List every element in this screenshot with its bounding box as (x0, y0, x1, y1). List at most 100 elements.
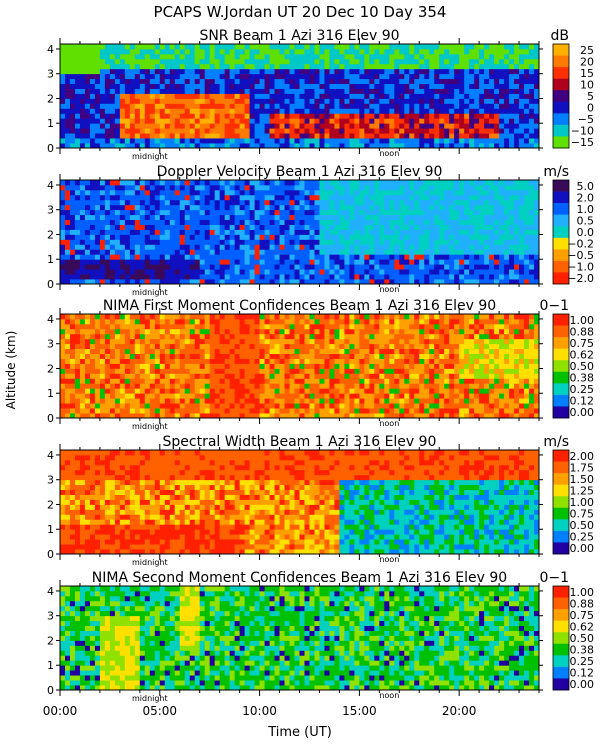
heatmap-cell (294, 138, 300, 144)
heatmap-cell (464, 123, 470, 129)
heatmap-cell (364, 209, 370, 216)
heatmap-cell (339, 83, 345, 89)
heatmap-cell (214, 209, 221, 216)
heatmap-cell (324, 83, 330, 89)
heatmap-cell (134, 259, 141, 265)
heatmap-cell (479, 73, 485, 80)
heatmap-cell (159, 118, 166, 124)
heatmap-cell (369, 73, 375, 80)
heatmap-cell (269, 108, 275, 114)
heatmap-cell (134, 138, 141, 144)
heatmap-cell (409, 264, 415, 270)
heatmap-cell (94, 254, 101, 260)
heatmap-cell (224, 53, 231, 60)
heatmap-cell (124, 264, 131, 270)
heatmap-cell (154, 358, 161, 364)
heatmap-cell (199, 383, 206, 389)
heatmap-cell (179, 269, 186, 275)
heatmap-cell (344, 184, 350, 191)
heatmap-cell (314, 78, 320, 85)
heatmap-cell (324, 194, 330, 201)
heatmap-cell (154, 123, 161, 129)
heatmap-cell (84, 373, 91, 379)
heatmap-cell (99, 318, 106, 325)
heatmap-cell (514, 53, 520, 60)
heatmap-cell (284, 269, 290, 275)
heatmap-cell (324, 44, 330, 50)
heatmap-cell (529, 143, 535, 149)
heatmap-cell (84, 264, 91, 270)
heatmap-cell (404, 48, 410, 55)
heatmap-cell (174, 93, 181, 99)
heatmap-cell (69, 73, 76, 80)
heatmap-cell (224, 398, 231, 404)
heatmap-cell (114, 83, 121, 89)
heatmap-cell (60, 58, 66, 65)
heatmap-cell (79, 63, 86, 70)
heatmap-cell (169, 259, 176, 265)
heatmap-cell (174, 83, 181, 89)
heatmap-cell (259, 138, 265, 144)
heatmap-cell (84, 244, 91, 250)
heatmap-cell (209, 189, 216, 196)
heatmap-cell (139, 88, 146, 94)
heatmap-cell (444, 53, 450, 60)
heatmap-cell (494, 234, 500, 240)
heatmap-cell (124, 338, 131, 345)
heatmap-cell (84, 53, 91, 60)
heatmap-cell (84, 214, 91, 221)
heatmap-cell (104, 143, 111, 149)
heatmap-cell (509, 229, 515, 235)
heatmap-cell (364, 219, 370, 225)
heatmap-cell (354, 269, 360, 275)
heatmap-cell (389, 73, 395, 80)
heatmap-cell (494, 138, 500, 144)
heatmap-cell (119, 239, 126, 245)
heatmap-cell (534, 199, 540, 206)
heatmap-cell (60, 259, 66, 265)
heatmap-cell (84, 184, 91, 191)
heatmap-cell (149, 180, 156, 186)
heatmap-cell (279, 229, 285, 235)
heatmap-cell (109, 194, 116, 201)
heatmap-cell (459, 199, 465, 206)
heatmap-cell (274, 123, 280, 129)
heatmap-cell (504, 63, 510, 70)
heatmap-cell (299, 269, 305, 275)
heatmap-cell (469, 194, 475, 201)
heatmap-cell (469, 108, 475, 114)
heatmap-cell (229, 204, 236, 211)
heatmap-cell (489, 93, 495, 99)
heatmap-cell (384, 53, 390, 60)
heatmap-cell (329, 63, 335, 70)
heatmap-cell (454, 123, 460, 129)
heatmap-cell (364, 128, 370, 134)
heatmap-cell (79, 83, 86, 89)
heatmap-cell (419, 239, 425, 245)
heatmap-cell (164, 279, 171, 285)
heatmap-cell (524, 128, 530, 134)
heatmap-cell (264, 68, 270, 75)
heatmap-cell (404, 239, 410, 245)
heatmap-cell (484, 204, 490, 211)
heatmap-cell (114, 219, 121, 225)
heatmap-cell (144, 269, 151, 275)
heatmap-cell (449, 209, 455, 216)
heatmap-cell (144, 328, 151, 335)
heatmap-cell (334, 189, 340, 196)
heatmap-cell (294, 259, 300, 265)
heatmap-cell (79, 123, 86, 129)
heatmap-cell (394, 229, 400, 235)
heatmap-cell (99, 274, 106, 280)
heatmap-cell (424, 108, 430, 114)
heatmap-cell (529, 58, 535, 65)
heatmap-cell (404, 98, 410, 104)
heatmap-cell (454, 143, 460, 149)
heatmap-cell (404, 269, 410, 275)
heatmap-cell (119, 343, 126, 350)
heatmap-cell (174, 63, 181, 70)
heatmap-cell (359, 143, 365, 149)
heatmap-cell (414, 88, 420, 94)
heatmap-cell (374, 123, 380, 129)
heatmap-cell (214, 328, 221, 335)
